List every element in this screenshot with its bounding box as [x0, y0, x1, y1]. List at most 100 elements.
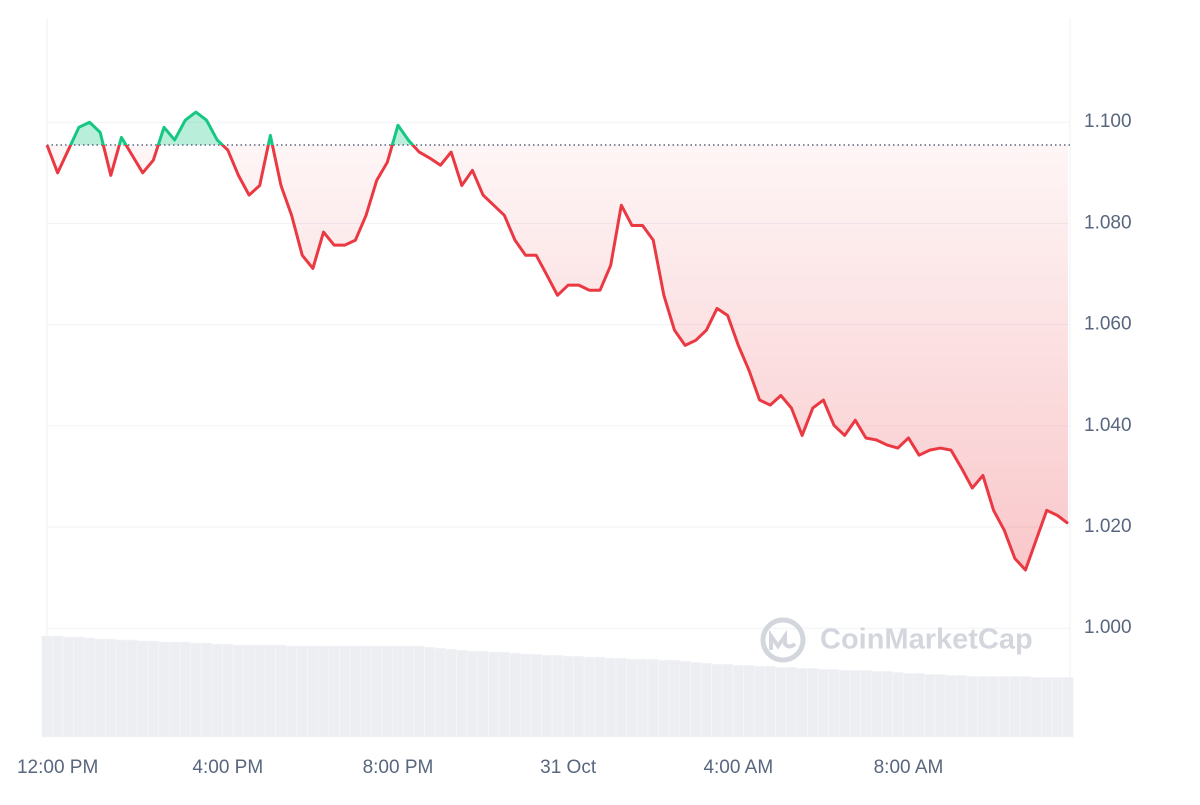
volume-bar: [62, 636, 74, 738]
volume-bar: [775, 667, 787, 738]
volume-bar: [137, 640, 149, 738]
volume-bar: [211, 643, 223, 738]
volume-bar: [402, 645, 415, 738]
watermark-logo-mark: [769, 629, 797, 650]
volume-bar: [222, 643, 234, 738]
volume-bar: [275, 644, 287, 738]
volume-bar: [870, 671, 883, 738]
volume-bar: [328, 645, 340, 738]
volume-bar: [573, 655, 585, 738]
volume-bar: [541, 654, 553, 738]
volume-bar: [711, 663, 723, 738]
volume-bar: [434, 647, 447, 738]
volume-bar: [339, 645, 351, 738]
y-tick-label: 1.080: [1084, 212, 1132, 233]
volume-bar: [966, 676, 978, 738]
y-tick-label: 1.040: [1084, 415, 1132, 436]
volume-bar: [658, 659, 670, 738]
volume-bar: [1030, 677, 1042, 738]
volume-bar: [562, 655, 574, 738]
volume-bar: [296, 645, 308, 738]
volume-bar: [807, 668, 819, 738]
y-tick-label: 1.020: [1084, 516, 1132, 537]
volume-bar: [52, 635, 64, 738]
volume-bar: [264, 644, 276, 738]
volume-bar: [41, 635, 53, 738]
volume-bar: [498, 651, 510, 738]
volume-bar: [413, 645, 425, 738]
volume-bar: [307, 645, 319, 738]
volume-bar: [668, 659, 681, 738]
volume-bar: [924, 674, 936, 738]
volume-bar: [530, 653, 542, 738]
volume-bar: [583, 656, 596, 738]
volume-bar: [254, 644, 266, 738]
watermark-text: CoinMarketCap: [820, 624, 1033, 656]
volume-bar: [551, 654, 564, 738]
area-down-group: [47, 145, 1068, 571]
volume-bar: [360, 645, 372, 738]
volume-bar: [285, 645, 298, 738]
volume-bar: [913, 673, 925, 738]
volume-bar: [690, 661, 702, 738]
volume-bar: [700, 662, 713, 738]
volume-bar: [147, 640, 159, 738]
volume-bar: [605, 657, 617, 738]
volume-bar: [1041, 677, 1053, 738]
volume-bar: [1019, 676, 1032, 738]
volume-bar: [785, 667, 798, 738]
volume-bar: [998, 676, 1010, 738]
volume-bar: [200, 642, 213, 738]
volume-bar: [190, 642, 202, 738]
volume-bar: [83, 637, 96, 738]
volume-bar: [594, 656, 606, 738]
volume-bar: [519, 653, 532, 738]
price-line: [45, 110, 1069, 572]
volume-bar: [892, 672, 904, 738]
volume-bar: [796, 668, 808, 738]
volume-bar: [466, 650, 479, 738]
volume-bar: [732, 664, 744, 738]
volume-bar: [1051, 677, 1063, 738]
x-tick-label: 31 Oct: [540, 757, 597, 778]
volume-bar: [126, 639, 138, 738]
volume-bar: [647, 658, 659, 738]
volume-bar: [817, 669, 830, 738]
x-tick-label: 8:00 PM: [363, 757, 434, 778]
volume-bar: [179, 641, 191, 738]
volume-bar: [158, 641, 170, 738]
volume-bar: [115, 639, 128, 738]
y-tick-label: 1.000: [1084, 617, 1132, 638]
volume-bar: [456, 649, 468, 738]
volume-bar: [232, 644, 245, 738]
volume-bar: [424, 646, 436, 738]
volume-bar: [764, 665, 776, 738]
area-down: [47, 145, 1068, 571]
volume-bar: [1062, 677, 1074, 738]
volume-bar: [1009, 676, 1021, 738]
volume-bar: [105, 638, 117, 738]
volume-bar: [977, 676, 989, 738]
volume-bar: [860, 670, 872, 738]
volume-bar: [445, 648, 457, 738]
x-tick-label: 4:00 AM: [703, 757, 773, 778]
y-tick-label: 1.100: [1084, 111, 1132, 132]
volume-bar: [392, 645, 404, 738]
volume-bar: [722, 663, 734, 738]
x-tick-label: 8:00 AM: [874, 757, 944, 778]
volume-bar: [94, 638, 106, 738]
x-tick-label: 4:00 PM: [192, 757, 263, 778]
volume-bar: [636, 658, 649, 738]
volume-bar: [615, 657, 627, 738]
volume-bar: [753, 665, 766, 738]
volume-bar: [169, 641, 181, 738]
volume-bar: [381, 645, 393, 738]
volume-bar: [934, 674, 946, 738]
volume-bar: [679, 660, 691, 738]
volume-bar: [849, 670, 861, 738]
watermark-logo: [760, 617, 806, 663]
volume-bar: [902, 673, 915, 738]
volume-bar: [828, 669, 840, 738]
